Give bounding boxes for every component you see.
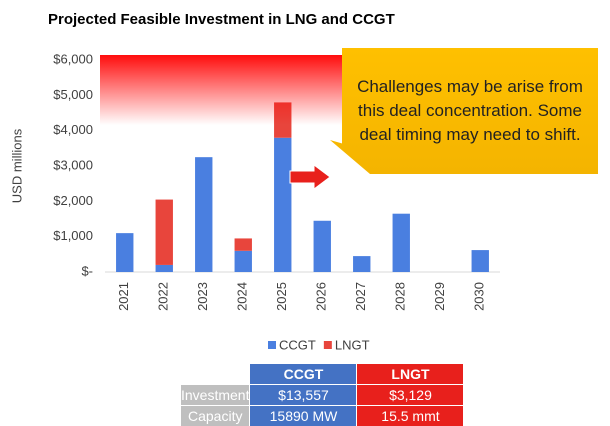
row-label: Investment xyxy=(179,384,251,406)
x-tick-label: 2025 xyxy=(274,282,289,311)
x-tick-label: 2021 xyxy=(116,282,131,311)
arrow xyxy=(289,164,331,190)
legend-label: LNGT xyxy=(335,337,370,352)
chart-title: Projected Feasible Investment in LNG and… xyxy=(48,11,395,28)
y-tick-label: $2,000 xyxy=(53,193,93,208)
bar xyxy=(313,220,331,272)
cell: $13,557 xyxy=(249,384,358,406)
corner xyxy=(179,363,251,385)
y-tick-label: $5,000 xyxy=(53,87,93,102)
summary-table: CCGT LNGT Investment $13,557 $3,129 Capacit… xyxy=(179,363,465,426)
bar xyxy=(234,250,252,272)
legend-label: CCGT xyxy=(279,337,316,352)
bar xyxy=(392,213,410,272)
header: LNGT xyxy=(356,363,465,385)
y-tick-label: $1,000 xyxy=(53,228,93,243)
bar xyxy=(234,238,252,251)
y-tick-label: $- xyxy=(81,263,93,278)
x-tick-label: 2022 xyxy=(156,282,171,311)
x-tick-label: 2027 xyxy=(353,282,368,311)
cell: 15890 MW xyxy=(249,405,358,426)
y-tick-label: $3,000 xyxy=(53,157,93,172)
x-tick-label: 2029 xyxy=(432,282,447,311)
bar xyxy=(471,250,489,272)
x-tick-label: 2030 xyxy=(472,282,487,311)
x-tick-label: 2028 xyxy=(393,282,408,311)
x-tick-label: 2023 xyxy=(195,282,210,311)
cell: 15.5 mmt xyxy=(356,405,465,426)
x-tick-label: 2026 xyxy=(314,282,329,311)
bar xyxy=(353,256,371,272)
callout-text: Challenges may be arise from this deal c… xyxy=(357,77,583,144)
bar xyxy=(155,264,173,272)
bar xyxy=(274,137,292,272)
legend-swatch xyxy=(268,341,276,349)
x-tick-label: 2024 xyxy=(235,282,250,311)
y-axis-label: USD millions xyxy=(9,128,24,203)
row-label: Capacity xyxy=(179,405,251,426)
bar xyxy=(116,233,134,272)
bar xyxy=(155,199,173,265)
y-tick-label: $6,000 xyxy=(53,51,93,66)
cell: $3,129 xyxy=(356,384,465,406)
legend-swatch xyxy=(323,341,332,349)
header: CCGT xyxy=(249,363,358,385)
y-tick-label: $4,000 xyxy=(53,122,93,137)
bar xyxy=(195,157,213,272)
callout-box xyxy=(330,48,598,174)
